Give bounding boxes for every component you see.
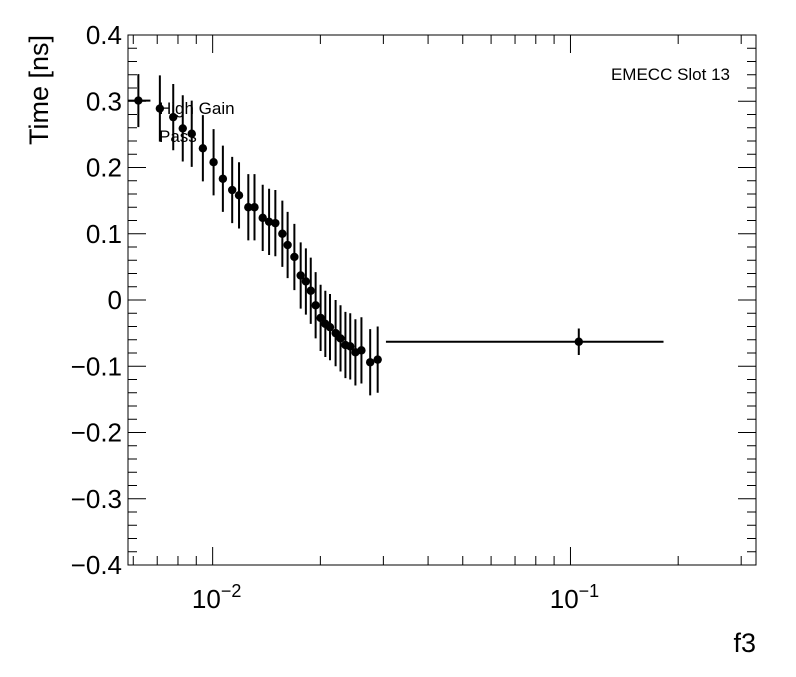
data-point [336, 305, 345, 372]
annotation-slot: EMECC Slot 13 [611, 65, 730, 84]
y-tick-label: 0 [108, 285, 122, 315]
data-point [331, 300, 340, 367]
data-point [283, 211, 292, 279]
marker [290, 252, 299, 262]
marker [209, 158, 218, 167]
data-point [227, 156, 237, 224]
marker [574, 337, 583, 346]
marker [234, 191, 244, 200]
marker [311, 301, 320, 310]
data-point [306, 257, 315, 324]
data-point [250, 174, 259, 241]
annotation-gain: High Gain [159, 99, 235, 118]
y-tick-labels: 0.4 0.3 0.2 0.1 0 −0.1 −0.2 −0.3 −0.4 [71, 20, 122, 580]
marker [296, 271, 305, 280]
axis-ticks [128, 34, 756, 566]
data-point [271, 190, 280, 257]
marker [316, 313, 325, 323]
marker [331, 328, 340, 338]
marker [178, 124, 187, 133]
y-tick-label: −0.1 [71, 351, 122, 381]
y-axis-title: Time [ns] [24, 35, 54, 145]
data-point [258, 184, 267, 251]
marker [283, 240, 292, 250]
data-point [218, 145, 228, 212]
y-tick-label: −0.2 [71, 418, 122, 448]
data-point [290, 223, 299, 291]
data-point [244, 174, 253, 241]
marker [365, 358, 375, 367]
data-point [311, 272, 320, 339]
data-point [128, 74, 151, 128]
data-point [373, 326, 382, 393]
data-point [209, 129, 218, 196]
x-tick-label: 10−1 [550, 581, 599, 614]
marker [258, 213, 267, 223]
data-point [325, 294, 335, 361]
marker [306, 286, 315, 295]
data-point [357, 317, 366, 384]
data-point [316, 284, 325, 352]
data-point [385, 328, 664, 355]
data-point [198, 115, 208, 182]
marker [336, 334, 345, 343]
y-tick-label: −0.4 [71, 550, 122, 580]
data-point [234, 162, 244, 229]
data-point [346, 313, 355, 380]
marker [250, 203, 259, 212]
marker [244, 203, 253, 212]
data-point [296, 242, 305, 309]
marker [278, 229, 287, 238]
marker [169, 112, 178, 122]
marker [346, 342, 355, 351]
marker [155, 104, 165, 113]
data-point [365, 329, 375, 396]
data-points [128, 74, 664, 396]
x-tick-labels: 10−2 10−1 [192, 581, 599, 614]
marker [134, 96, 143, 105]
data-point [178, 95, 187, 162]
x-axis-title: f3 [733, 628, 756, 658]
marker [373, 355, 382, 364]
y-tick-label: 0.1 [86, 219, 122, 249]
marker [325, 322, 335, 332]
x-tick-label: 10−2 [192, 581, 241, 614]
data-point [301, 248, 311, 315]
marker [264, 217, 274, 227]
y-tick-label: 0.3 [86, 86, 122, 116]
marker [227, 185, 237, 195]
data-point [187, 100, 196, 167]
marker [218, 174, 228, 183]
data-point [169, 84, 178, 151]
annotation-pass: Pass [159, 127, 197, 146]
marker [271, 218, 280, 228]
marker [198, 144, 208, 153]
y-tick-label: 0.2 [86, 153, 122, 183]
y-tick-label: −0.3 [71, 484, 122, 514]
y-tick-label: 0.4 [86, 20, 122, 50]
data-point [278, 200, 287, 267]
marker [301, 277, 311, 286]
data-point [155, 75, 165, 142]
data-point [264, 188, 274, 255]
marker [187, 129, 196, 138]
marker [357, 346, 366, 355]
